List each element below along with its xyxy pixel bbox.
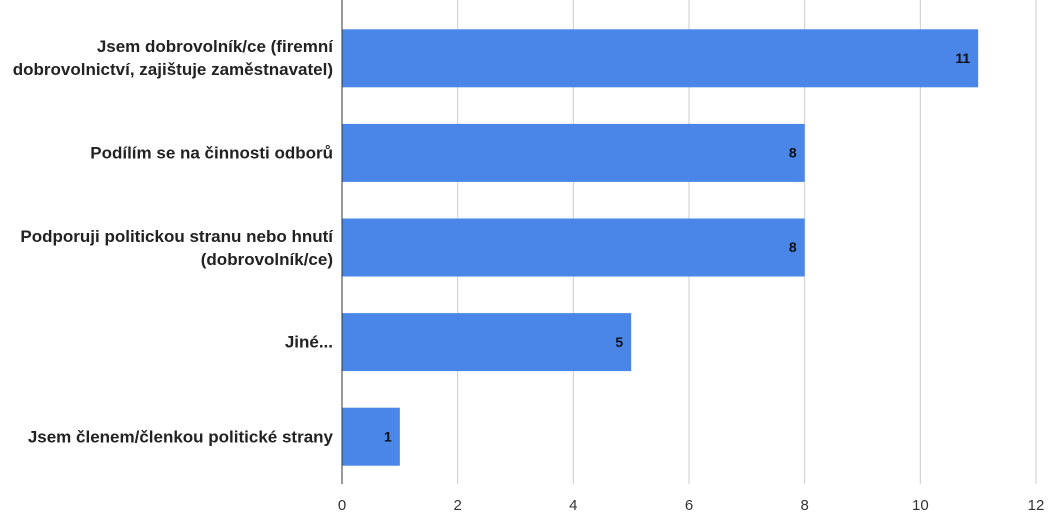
x-tick-label: 10 xyxy=(912,497,929,514)
x-tick-label: 6 xyxy=(685,497,693,514)
x-tick-label: 2 xyxy=(453,497,461,514)
bar xyxy=(342,123,805,182)
x-tick-label: 4 xyxy=(569,497,577,514)
data-label: 8 xyxy=(789,239,797,255)
y-tick-label: Jsem dobrovolník/ce (firemní dobrovolnic… xyxy=(12,37,333,80)
y-tick-label: Jiné... xyxy=(284,332,333,352)
y-tick-label: Jsem členem/členkou politické strany xyxy=(27,427,333,447)
data-label: 8 xyxy=(789,145,797,161)
data-label: 1 xyxy=(384,428,392,444)
x-tick-label: 8 xyxy=(800,497,808,514)
data-label: 11 xyxy=(955,50,970,66)
y-tick-label: Podporuji politickou stranu nebo hnutí (… xyxy=(20,226,333,269)
bar xyxy=(342,407,400,466)
x-tick-label: 0 xyxy=(338,497,346,514)
y-tick-label: Podílím se na činnosti odborů xyxy=(90,143,333,163)
bar xyxy=(342,218,805,277)
data-label: 5 xyxy=(615,334,623,350)
bar xyxy=(342,29,979,88)
bar xyxy=(342,313,632,372)
x-tick-label: 12 xyxy=(1028,497,1045,514)
